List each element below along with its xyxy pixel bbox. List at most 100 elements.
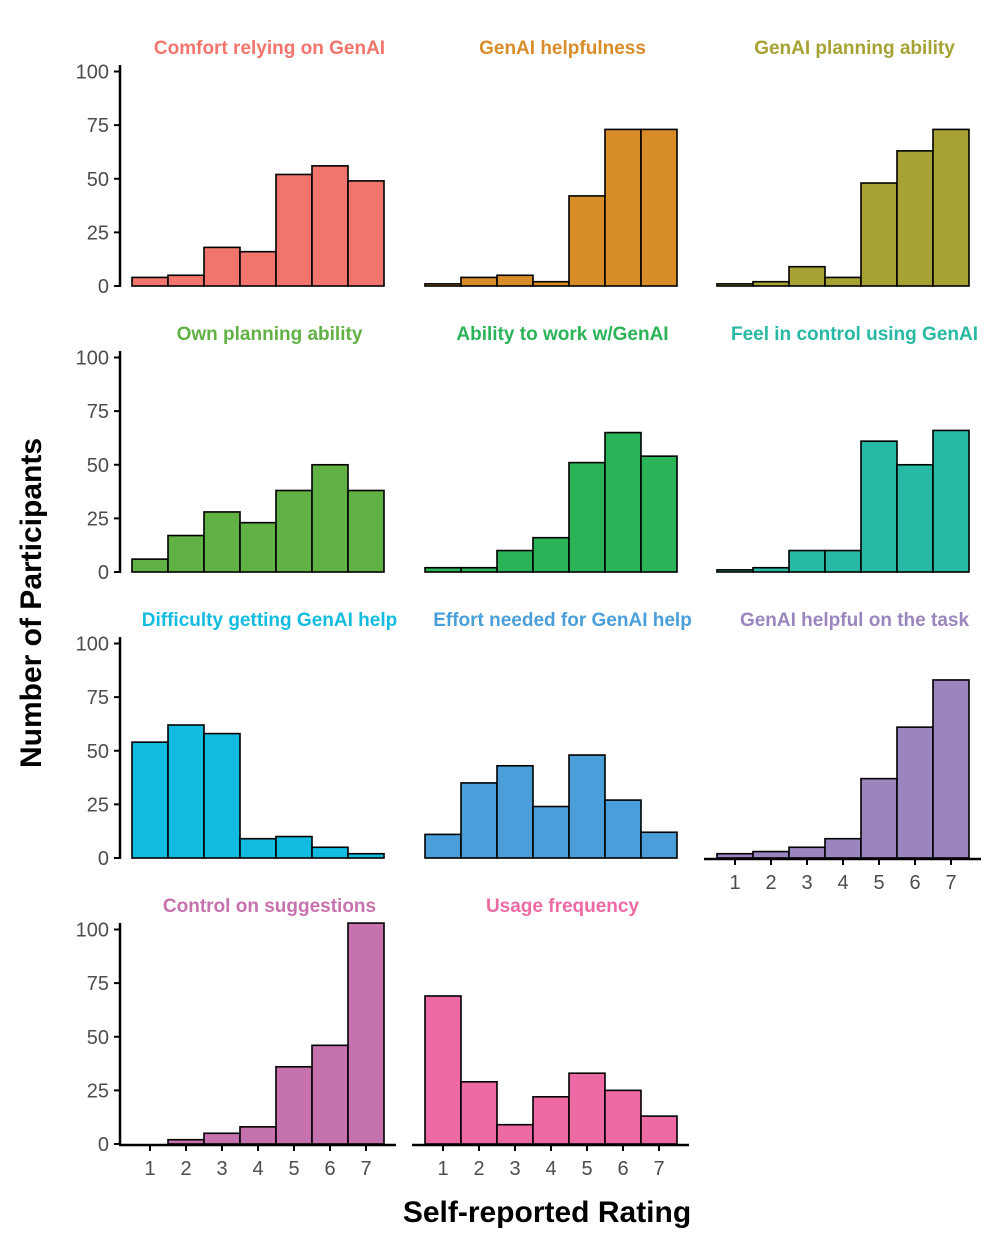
panel-1: Comfort relying on GenAI 0 25 50 75 100 (76, 38, 385, 298)
bar-1 (424, 566, 462, 573)
bar-1 (131, 558, 169, 573)
bar-2 (167, 1138, 205, 1145)
bar-2 (460, 276, 498, 287)
x-tick-label: 7 (653, 1158, 664, 1180)
bar-4 (239, 837, 277, 859)
bar-1 (716, 283, 754, 287)
bar-7 (932, 128, 970, 287)
bar-7 (347, 180, 385, 287)
bar-2 (752, 566, 790, 573)
bar-4 (824, 549, 862, 573)
panel-title: Usage frequency (486, 896, 640, 917)
bar-6 (896, 726, 934, 859)
x-tick-label: 7 (360, 1158, 371, 1180)
bar-4 (239, 1126, 277, 1145)
y-tick-label: 0 (98, 276, 109, 298)
panel-title: Control on suggestions (163, 896, 376, 917)
y-tick-label: 50 (87, 169, 109, 191)
x-tick-label: 1 (437, 1158, 448, 1180)
bar-6 (311, 1044, 349, 1145)
bar-3 (203, 1132, 241, 1145)
panel-2: GenAI helpfulness (424, 38, 678, 287)
x-tick-label: 3 (801, 872, 812, 894)
panel-4: Own planning ability 0 25 50 75 100 (76, 324, 385, 584)
x-axis-title: Self-reported Rating (403, 1196, 691, 1229)
bar-4 (532, 536, 570, 573)
bar-1 (131, 741, 169, 859)
y-tick-label: 25 (87, 222, 109, 244)
panel-7: Difficulty getting GenAI help 0 25 50 75 100 (76, 610, 398, 870)
panel-9: GenAI helpful on the task 1 2 3 4 5 6 7 (704, 610, 981, 894)
bar-3 (496, 549, 534, 573)
y-tick-label: 25 (87, 1080, 109, 1102)
bar-5 (860, 182, 898, 287)
x-tick-label: 2 (180, 1158, 191, 1180)
bar-7 (347, 852, 385, 859)
bar-1 (716, 852, 754, 859)
panel-title: Feel in control using GenAI (731, 324, 978, 345)
bar-6 (604, 799, 642, 859)
x-tick-label: 1 (729, 872, 740, 894)
bar-3 (496, 764, 534, 859)
bar-1 (716, 569, 754, 573)
panel-6: Feel in control using GenAI (716, 324, 978, 573)
bar-5 (275, 489, 313, 573)
panel-title: Effort needed for GenAI help (433, 610, 692, 631)
bar-5 (275, 1065, 313, 1145)
bar-4 (824, 276, 862, 287)
panel-3: GenAI planning ability (716, 38, 970, 287)
bar-1 (424, 995, 462, 1145)
bar-6 (604, 1089, 642, 1145)
bar-5 (568, 461, 606, 573)
bar-2 (752, 850, 790, 859)
bar-7 (640, 831, 678, 859)
bar-2 (167, 724, 205, 859)
y-tick-label: 50 (87, 741, 109, 763)
x-tick-label: 5 (581, 1158, 592, 1180)
y-axis-title: Number of Participants (15, 438, 48, 768)
bar-6 (896, 463, 934, 573)
x-tick-label: 1 (144, 1158, 155, 1180)
panel-8: Effort needed for GenAI help (424, 610, 692, 859)
y-tick-label: 100 (76, 62, 109, 84)
y-tick-label: 75 (87, 115, 109, 137)
bar-6 (896, 150, 934, 287)
x-tick-label: 3 (509, 1158, 520, 1180)
bar-1 (424, 833, 462, 859)
bar-3 (496, 274, 534, 287)
panel-title: GenAI helpfulness (479, 38, 646, 59)
bar-3 (788, 265, 826, 287)
bar-7 (640, 1115, 678, 1145)
bar-5 (275, 173, 313, 287)
bar-3 (203, 246, 241, 287)
panel-title: Comfort relying on GenAI (154, 38, 385, 59)
bar-3 (203, 511, 241, 573)
x-tick-label: 4 (837, 872, 848, 894)
panel-title: Ability to work w/GenAI (456, 324, 668, 345)
panel-title: GenAI helpful on the task (740, 610, 970, 631)
y-tick-label: 100 (76, 920, 109, 942)
panel-title: Own planning ability (177, 324, 363, 345)
bar-3 (788, 549, 826, 573)
x-tick-label: 6 (324, 1158, 335, 1180)
x-tick-label: 2 (473, 1158, 484, 1180)
x-tick-label: 3 (216, 1158, 227, 1180)
y-tick-label: 75 (87, 401, 109, 423)
bar-3 (788, 846, 826, 859)
bar-6 (311, 463, 349, 573)
bar-2 (752, 280, 790, 287)
bar-4 (532, 1096, 570, 1145)
bar-7 (347, 922, 385, 1145)
bar-7 (640, 455, 678, 573)
bar-4 (532, 280, 570, 287)
facet-panels: Comfort relying on GenAI0255075100GenAI … (76, 38, 981, 1180)
y-tick-label: 100 (76, 634, 109, 656)
bar-7 (640, 128, 678, 287)
x-tick-label: 4 (545, 1158, 556, 1180)
y-tick-label: 50 (87, 455, 109, 477)
y-tick-label: 0 (98, 1134, 109, 1156)
x-tick-label: 5 (288, 1158, 299, 1180)
x-tick-label: 2 (765, 872, 776, 894)
bar-6 (604, 431, 642, 573)
